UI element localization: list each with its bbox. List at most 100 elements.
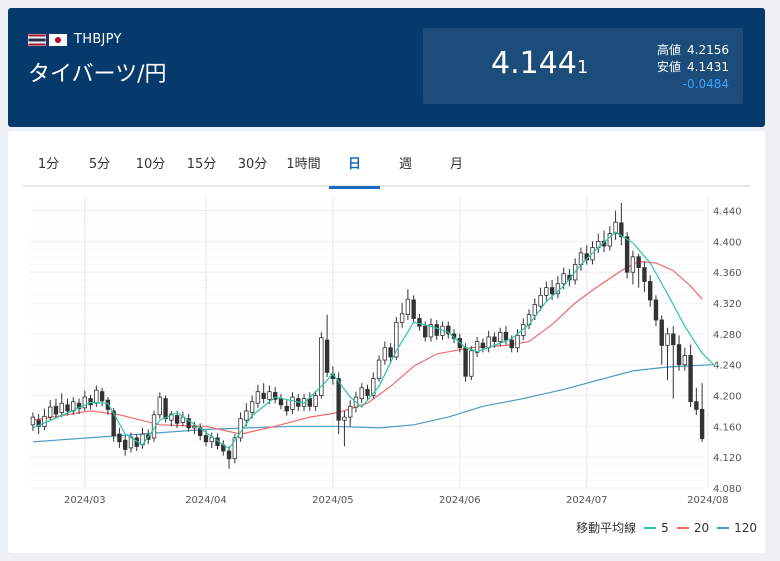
x-tick-label: 2024/06 (439, 495, 481, 506)
candle-body (405, 298, 411, 315)
tab-15min[interactable]: 15分 (186, 157, 217, 172)
candle-body (555, 283, 561, 295)
candle-body (169, 413, 174, 421)
candle-body (59, 402, 64, 413)
pair-code: THBJPY (74, 32, 122, 47)
high-low-panel: 高値 4.2156 安値 4.1431 -0.0484 (657, 42, 729, 93)
rate-header: THBJPY タイバーツ/円 4.1441 高値 4.2156 安値 4.1431 … (8, 8, 765, 127)
candle-body (30, 416, 36, 426)
y-tick-label: 4.360 (713, 268, 742, 279)
candle-body (630, 256, 636, 273)
candle-body (665, 333, 670, 346)
candle-body (619, 222, 624, 238)
candle-body (336, 378, 341, 421)
ma5-line (32, 231, 715, 450)
thailand-flag-icon (28, 33, 46, 46)
candle-body (388, 347, 393, 358)
low-label: 安値 (656, 60, 681, 74)
candle-body (509, 339, 514, 349)
candle-body (428, 324, 434, 338)
candle-body (174, 415, 180, 424)
candle-body (123, 439, 128, 450)
candle-body (653, 299, 659, 321)
current-rate-last-digit: 1 (576, 57, 589, 78)
x-tick-label: 2024/04 (185, 495, 227, 506)
tab-1min[interactable]: 1分 (37, 157, 60, 172)
legend-swatch-ma120 (717, 526, 730, 529)
candle-body (117, 433, 122, 443)
candle-body (192, 425, 197, 429)
candle-body (65, 404, 70, 412)
candle-body (82, 396, 87, 409)
legend-title: 移動平均線 (576, 521, 637, 535)
high-value: 4.2156 (687, 43, 729, 57)
candle-body (111, 410, 116, 436)
y-tick-label: 4.080 (713, 484, 742, 495)
tab-weekly[interactable]: 週 (398, 157, 412, 172)
pair-name: タイバーツ/円 (28, 62, 167, 87)
tab-30min[interactable]: 30分 (237, 157, 268, 172)
candle-body (278, 398, 284, 406)
tab-monthly[interactable]: 月 (449, 157, 463, 172)
candle-body (365, 388, 370, 396)
candle-body (232, 437, 237, 460)
candle-body (411, 299, 416, 319)
candle-body (607, 233, 612, 247)
candle-body (636, 256, 641, 268)
candle-body (486, 336, 491, 349)
candle-body (561, 273, 566, 285)
candle-body (671, 333, 676, 346)
candle-body (382, 347, 387, 361)
candle-body (498, 331, 503, 342)
candle-body (699, 408, 705, 440)
candle-body (515, 335, 520, 349)
candle-body (399, 313, 405, 323)
current-rate-main: 4.144 (491, 46, 577, 81)
candle-body (342, 416, 347, 421)
x-tick-label: 2024/08 (687, 495, 729, 506)
candle-body (624, 236, 630, 273)
candle-body (538, 294, 543, 307)
tab-daily[interactable]: 日 (329, 153, 380, 189)
candle-body (434, 324, 439, 336)
legend-swatch-ma20 (676, 526, 689, 529)
candle-body (492, 336, 497, 342)
high-label: 高値 (656, 43, 681, 57)
y-tick-label: 4.400 (713, 237, 742, 248)
candle-body (503, 331, 509, 341)
candle-body (249, 401, 255, 413)
tab-5min[interactable]: 5分 (88, 157, 111, 172)
candle-body (273, 392, 278, 400)
candle-body (446, 325, 451, 335)
candle-body (267, 391, 272, 400)
candle-body (469, 350, 474, 377)
candle-body (36, 419, 41, 427)
y-tick-label: 4.200 (713, 392, 742, 403)
candle-body (480, 342, 486, 349)
legend-label-ma5: 5 (661, 520, 669, 535)
candle-body (359, 387, 364, 400)
candle-body (319, 337, 324, 396)
candle-body (76, 402, 82, 410)
candle-body (313, 395, 318, 407)
candle-body (290, 396, 295, 410)
candlestick-chart[interactable]: 4.440 4.400 4.360 4.320 4.280 4.240 4.200 4.160… (8, 131, 765, 516)
candle-body (688, 355, 693, 403)
y-tick-label: 4.320 (713, 299, 742, 310)
candle-body (157, 396, 162, 416)
candle-body (423, 325, 428, 338)
legend-label-ma120: 120 (734, 520, 757, 535)
candle-body (613, 221, 618, 235)
tab-1hour[interactable]: 1時間 (286, 157, 321, 172)
legend-swatch-ma5 (644, 526, 657, 529)
candle-body (255, 391, 261, 404)
candle-body (474, 341, 480, 353)
candle-body (371, 378, 376, 396)
candle-body (105, 399, 111, 410)
y-tick-label: 4.280 (713, 330, 742, 341)
y-tick-label: 4.240 (713, 361, 742, 372)
candle-body (238, 418, 243, 439)
tab-10min[interactable]: 10分 (135, 157, 166, 172)
candle-body (544, 287, 549, 296)
candle-body (94, 389, 99, 404)
